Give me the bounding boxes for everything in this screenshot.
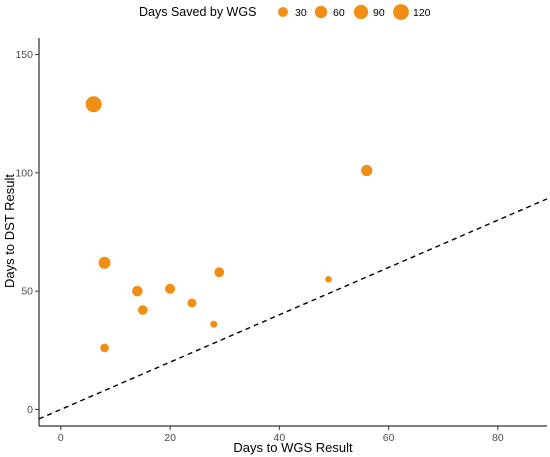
- legend-label: 60: [333, 7, 345, 19]
- data-point: [210, 320, 218, 328]
- legend-key: [278, 7, 288, 17]
- legend-key: [314, 5, 328, 19]
- legend-label: 90: [373, 7, 385, 19]
- data-point: [132, 285, 143, 297]
- x-axis-title: Days to WGS Result: [233, 440, 353, 455]
- x-tick-label: 80: [492, 432, 504, 444]
- data-point: [214, 267, 225, 278]
- identity-reference-line: [38, 198, 548, 420]
- plot-area: 0 20 40 60 80 0 50 100 150: [15, 38, 548, 444]
- x-tick-label: 20: [164, 432, 176, 444]
- data-point: [165, 283, 176, 294]
- data-point: [85, 96, 102, 113]
- y-axis-title: Days to DST Result: [2, 174, 17, 288]
- y-tick-label: 100: [15, 167, 33, 179]
- data-point: [361, 164, 373, 177]
- data-points: [85, 96, 373, 353]
- legend: Days Saved by WGS 30 60 90 120: [139, 4, 431, 20]
- data-point: [187, 298, 197, 308]
- data-point: [137, 305, 148, 315]
- legend-label: 30: [295, 7, 307, 19]
- legend-key: [393, 4, 409, 20]
- y-axis-ticks: 0 50 100 150: [15, 49, 39, 416]
- x-tick-label: 0: [58, 432, 64, 444]
- data-point: [98, 256, 111, 269]
- y-tick-label: 0: [27, 404, 33, 416]
- y-tick-label: 150: [15, 49, 33, 61]
- x-axis-ticks: 0 20 40 60 80: [58, 426, 504, 444]
- x-tick-label: 60: [383, 432, 395, 444]
- data-point: [100, 343, 109, 353]
- legend-title: Days Saved by WGS: [139, 5, 256, 19]
- legend-label: 120: [413, 7, 431, 19]
- x-tick-label: 40: [274, 432, 286, 444]
- data-point: [325, 275, 332, 283]
- legend-key: [353, 4, 369, 20]
- y-tick-label: 50: [21, 286, 33, 298]
